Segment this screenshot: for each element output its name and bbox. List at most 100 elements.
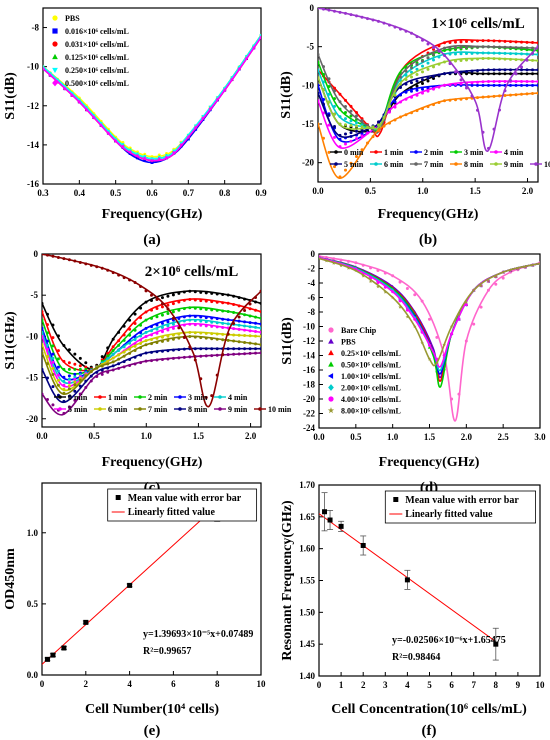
data-point: [139, 331, 143, 335]
legend-entry: Mean value with error bar: [405, 495, 519, 506]
data-point: [509, 68, 512, 72]
data-point: [514, 79, 518, 83]
data-point: [166, 328, 170, 332]
data-point: [171, 316, 175, 320]
data-point: [78, 384, 82, 388]
legend-marker: [334, 150, 338, 154]
data-point: [67, 377, 71, 381]
legend-marker: [58, 395, 62, 399]
x-tick-label: 6: [171, 679, 176, 689]
data-point: [243, 297, 247, 301]
data-point: [42, 392, 44, 396]
data-point: [349, 109, 353, 113]
legend-marker: [178, 407, 182, 411]
data-point: [243, 352, 247, 356]
legend-entry: 2.00×10⁶ cells/mL: [341, 384, 401, 393]
data-point: [503, 89, 507, 93]
data-point: [322, 80, 325, 84]
data-point: [398, 280, 402, 284]
legend-entry: 10 min: [268, 405, 292, 414]
data-point: [139, 323, 143, 327]
data-point: [166, 357, 170, 361]
data-point: [327, 84, 331, 88]
data-point: [412, 324, 417, 329]
data-point: [221, 325, 225, 329]
data-point: [415, 79, 419, 83]
data-point: [259, 326, 261, 330]
data-point: [338, 523, 344, 529]
data-point: [50, 652, 56, 658]
data-point: [144, 343, 148, 347]
data-point: [486, 288, 490, 292]
data-point: [155, 331, 159, 335]
data-point: [62, 257, 66, 261]
legend-entry: 5 min: [68, 405, 88, 414]
data-point: [215, 373, 219, 377]
data-point: [62, 343, 66, 347]
data-point: [45, 397, 49, 401]
data-point: [128, 363, 132, 367]
data-point: [327, 123, 331, 127]
data-point: [503, 57, 507, 61]
x-tick-label: 1.0: [387, 432, 399, 442]
data-point: [193, 347, 197, 351]
data-point: [237, 347, 241, 351]
data-point: [465, 45, 468, 49]
data-point: [89, 370, 93, 374]
data-point: [442, 342, 447, 347]
x-tick-label: 10: [536, 680, 546, 690]
data-point: [160, 330, 164, 334]
data-point: [128, 333, 132, 337]
data-point: [204, 291, 208, 295]
legend-entry: PBS: [341, 338, 356, 347]
data-point: [349, 131, 353, 135]
data-point: [318, 91, 320, 95]
y-tick-label: -14: [303, 351, 315, 361]
data-point: [73, 383, 77, 387]
data-point: [525, 58, 529, 62]
data-point: [399, 82, 402, 86]
data-point: [199, 319, 203, 323]
data-point: [84, 365, 88, 369]
data-point: [410, 89, 413, 93]
data-point: [106, 370, 110, 374]
data-point: [360, 15, 364, 19]
data-point: [188, 355, 192, 359]
y-tick-label: -10: [303, 322, 315, 332]
data-point: [117, 273, 121, 277]
data-point: [498, 79, 501, 83]
data-point: [259, 351, 261, 355]
data-point: [448, 71, 452, 75]
data-point: [448, 52, 452, 56]
data-point: [481, 45, 485, 49]
chart-panel-3: 0.0 0.5 1.0 1.5 2.0 -20 -15 -10 -5 0 Frequency(GHz…: [3, 249, 292, 496]
data-point: [432, 65, 435, 69]
data-point: [383, 271, 387, 275]
data-point: [223, 88, 227, 93]
data-point: [155, 323, 159, 327]
data-point: [498, 108, 501, 112]
data-point: [465, 70, 468, 74]
legend-marker: [52, 28, 58, 34]
data-point: [42, 254, 44, 256]
data-point: [204, 299, 208, 303]
data-point: [377, 123, 380, 127]
data-point: [45, 331, 49, 335]
data-point: [498, 68, 501, 72]
data-point: [67, 367, 71, 371]
data-point: [122, 324, 126, 328]
data-point: [322, 72, 325, 76]
data-point: [55, 79, 60, 84]
data-point: [166, 311, 170, 315]
data-point: [486, 279, 491, 283]
data-point: [237, 296, 241, 300]
data-point: [139, 338, 143, 342]
data-point: [182, 319, 186, 323]
data-point: [333, 9, 336, 13]
data-point: [248, 302, 252, 306]
data-point: [73, 389, 77, 393]
data-point: [318, 83, 320, 87]
data-point: [349, 139, 353, 143]
data-point: [199, 377, 203, 381]
